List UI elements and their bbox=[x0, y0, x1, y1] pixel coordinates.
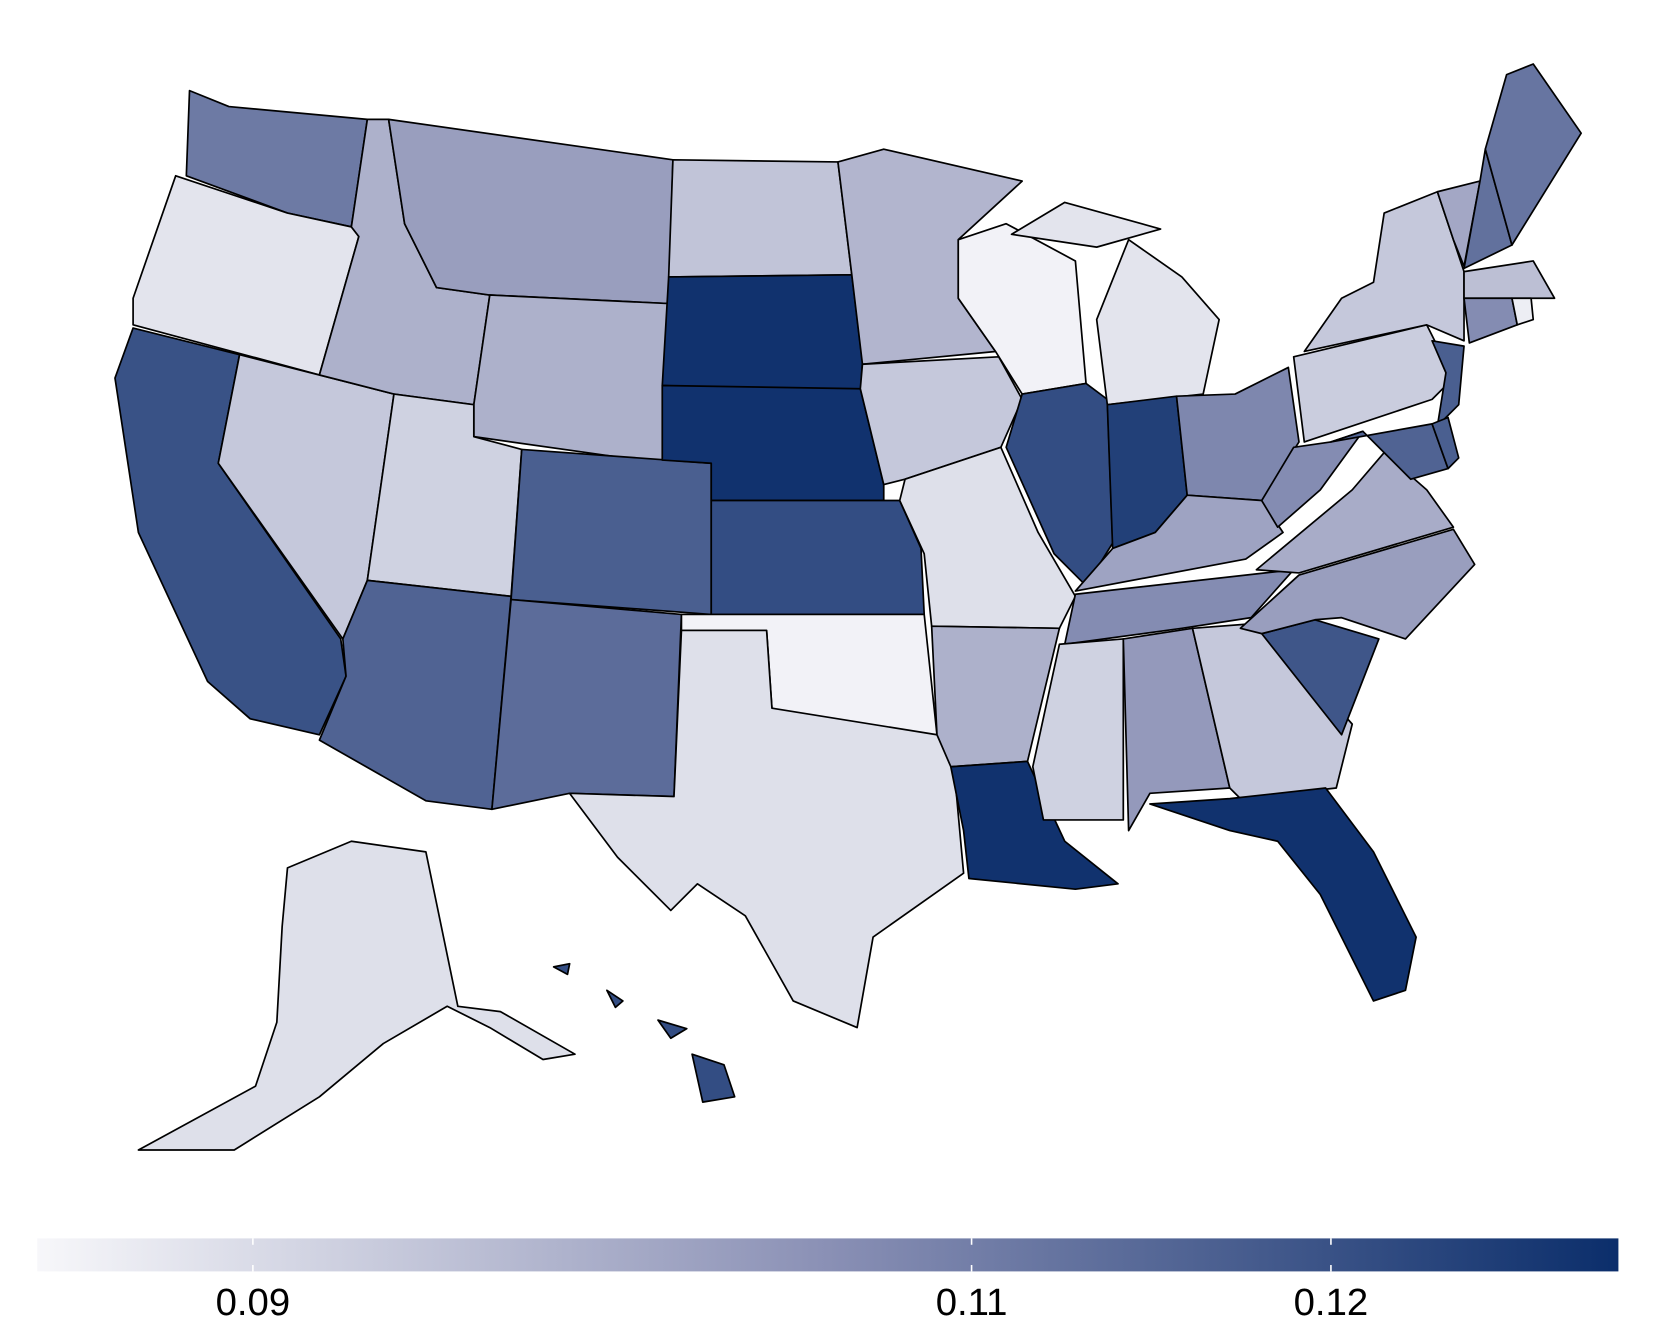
state bbox=[1431, 339, 1465, 427]
state bbox=[1149, 787, 1417, 1002]
state bbox=[1463, 260, 1556, 300]
state bbox=[137, 840, 576, 1151]
state bbox=[1511, 297, 1535, 326]
state bbox=[491, 598, 683, 811]
state bbox=[510, 448, 713, 616]
state bbox=[1010, 201, 1220, 406]
colorbar-tick-label: 0.11 bbox=[936, 1281, 1008, 1324]
state bbox=[1239, 528, 1476, 640]
state bbox=[1255, 451, 1455, 574]
state bbox=[661, 273, 864, 395]
colorbar-gradient bbox=[37, 1238, 1619, 1272]
state bbox=[568, 629, 965, 1029]
state bbox=[1484, 63, 1582, 246]
state bbox=[1303, 190, 1465, 353]
state bbox=[472, 294, 670, 465]
state bbox=[710, 499, 926, 616]
colorbar-tick-label: 0.09 bbox=[216, 1281, 291, 1324]
state bbox=[1431, 416, 1460, 470]
states bbox=[114, 63, 1582, 1151]
colorbar: 0.09 0.11 0.12 bbox=[37, 1238, 1619, 1324]
state bbox=[552, 962, 736, 1103]
state bbox=[1063, 568, 1295, 646]
colorbar-tick-label: 0.12 bbox=[1294, 1281, 1369, 1324]
state bbox=[387, 118, 674, 305]
state bbox=[667, 158, 853, 278]
state bbox=[1463, 297, 1519, 344]
state bbox=[1031, 638, 1125, 821]
state bbox=[1122, 627, 1231, 832]
